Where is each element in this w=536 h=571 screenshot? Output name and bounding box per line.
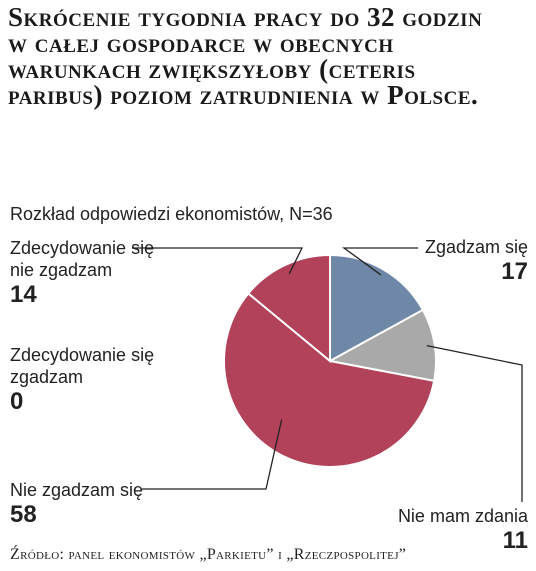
label-nie-zgadzam-sie: Nie zgadzam się 58 <box>10 480 144 528</box>
leader-line-1 <box>426 345 523 502</box>
leader-line-2 <box>142 419 283 490</box>
chart-subtitle: Rozkład odpowiedzi ekonomistów, N=36 <box>10 204 333 224</box>
label-nie-mam-zdania: Nie mam zdania 11 <box>397 506 528 554</box>
leader-line-3 <box>132 247 304 275</box>
pie-slice-0 <box>329 253 425 363</box>
label-zdecydowanie-zgadzam: Zdecydowanie się zgadzam 0 <box>10 345 155 415</box>
leader-line-0 <box>342 247 418 276</box>
chart-title: Skrócenie tygodnia pracy do 32 godzin w … <box>8 2 483 110</box>
pie-slice-2 <box>223 292 436 468</box>
pie-slice-1 <box>327 308 437 383</box>
pie-slice-3 <box>246 253 331 364</box>
label-zdecydowanie-nie-zgadzam: Zdecydowanie się nie zgadzam 14 <box>10 238 155 308</box>
source-note: Źródło: panel ekonomistów „Parkietu” i „… <box>10 546 407 563</box>
label-zgadzam-sie: Zgadzam się 17 <box>424 237 528 285</box>
